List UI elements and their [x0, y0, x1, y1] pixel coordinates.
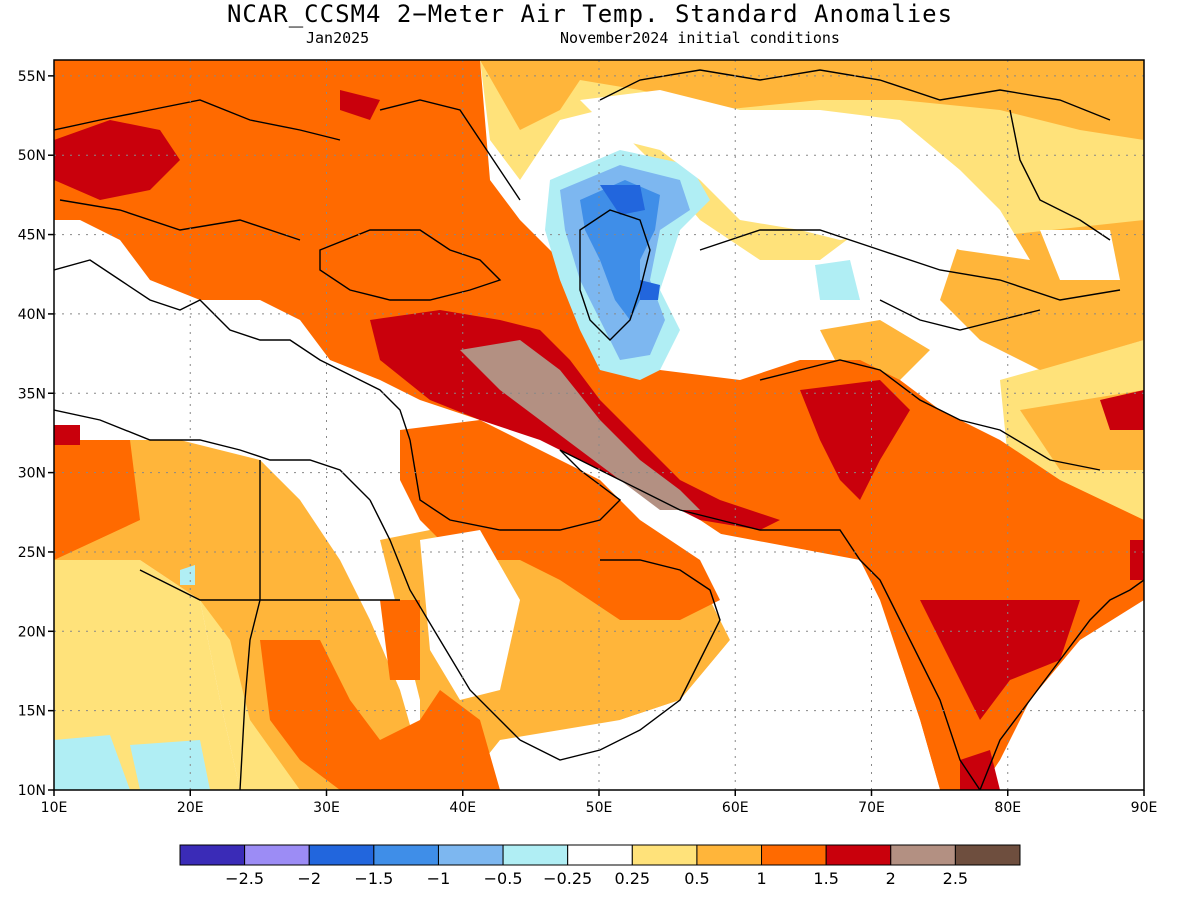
legend-label: −1.5 — [354, 869, 393, 888]
lon-tick-label: 50E — [586, 800, 613, 816]
color-legend: −2.5 −2 −1.5 −1 −0.5 −0.25 0.25 0.5 1 1.5 2 2.5 — [179, 844, 1021, 888]
lon-tick-label: 20E — [177, 800, 204, 816]
lon-tick-label: 60E — [722, 800, 749, 816]
legend-swatch — [308, 844, 375, 866]
lon-tick-label: 10E — [41, 800, 68, 816]
anomaly-field — [54, 60, 1144, 790]
legend-swatch — [502, 844, 569, 866]
legend-label: −1 — [427, 869, 451, 888]
lat-tick-label: 10N — [18, 783, 46, 799]
legend-swatch — [761, 844, 827, 866]
legend-label: 0.25 — [614, 869, 650, 888]
legend-label: 2.5 — [943, 869, 968, 888]
legend-swatch — [567, 844, 633, 866]
legend-label: 1 — [756, 869, 766, 888]
lat-labels: 10N 15N 20N 25N 30N 35N 40N 45N 50N 55N — [18, 69, 46, 799]
lat-tick-label: 40N — [18, 307, 46, 323]
lat-tick-label: 15N — [18, 704, 46, 720]
gridlines — [54, 60, 1144, 790]
lat-tick-label: 30N — [18, 466, 46, 482]
lon-tick-label: 80E — [994, 800, 1021, 816]
legend-swatch — [954, 844, 1021, 866]
legend-swatch — [825, 844, 892, 866]
axis-ticks — [48, 75, 1145, 796]
legend-swatch — [696, 844, 763, 866]
lat-tick-label: 50N — [18, 148, 46, 164]
coastlines — [54, 69, 1144, 790]
lon-tick-label: 40E — [449, 800, 476, 816]
legend-label: 1.5 — [813, 869, 838, 888]
legend-label: 0.5 — [684, 869, 709, 888]
legend-label: −2.5 — [225, 869, 264, 888]
lat-tick-label: 45N — [18, 228, 46, 244]
legend-label: −2 — [297, 869, 321, 888]
legend-label: −0.5 — [484, 869, 523, 888]
legend-swatch — [179, 844, 246, 866]
legend-swatch — [244, 844, 310, 866]
forecast-month: Jan2025 — [306, 29, 370, 47]
legend-swatch — [890, 844, 956, 866]
lon-labels: 10E 20E 30E 40E 50E 60E 70E 80E 90E — [41, 800, 1158, 816]
lon-tick-label: 70E — [858, 800, 885, 816]
lon-tick-label: 30E — [313, 800, 340, 816]
legend-label: 2 — [886, 869, 896, 888]
lat-tick-label: 55N — [18, 69, 46, 85]
legend-swatch — [373, 844, 439, 866]
initial-conditions: November2024 initial conditions — [560, 29, 840, 47]
legend-label: −0.25 — [543, 869, 592, 888]
lat-tick-label: 25N — [18, 545, 46, 561]
map-title: NCAR_CCSM4 2−Meter Air Temp. Standard An… — [226, 0, 954, 28]
lat-tick-label: 35N — [18, 386, 46, 402]
lon-tick-label: 90E — [1131, 800, 1158, 816]
legend-swatch — [631, 844, 698, 866]
lat-tick-label: 20N — [18, 624, 46, 640]
legend-swatch — [437, 844, 504, 866]
